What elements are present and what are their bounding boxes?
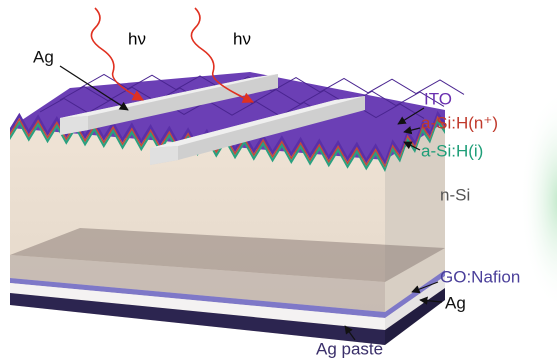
figure: hν hν Ag ITO a-Si:H(n⁺) a-Si:H(i) n-Si G…: [0, 0, 557, 360]
label-paste: Ag paste: [316, 339, 383, 358]
label-ag-top: Ag: [33, 47, 54, 66]
label-ito: ITO: [424, 89, 452, 108]
photon-label: hν: [128, 29, 146, 48]
label-i-layer: a-Si:H(i): [421, 141, 483, 160]
label-substrate: n-Si: [440, 185, 470, 204]
label-n-layer: a-Si:H(n⁺): [421, 113, 498, 132]
label-ag-back: Ag: [445, 293, 466, 312]
photon-label: hν: [233, 29, 251, 48]
glow: [520, 90, 557, 310]
label-interlayer: GO:Nafion: [440, 267, 520, 286]
